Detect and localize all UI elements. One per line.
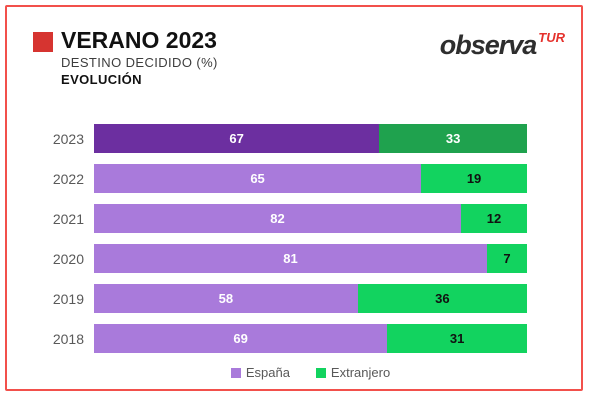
legend-swatch-icon bbox=[315, 367, 326, 378]
stacked-bar: 67 33 bbox=[94, 124, 527, 153]
year-label: 2021 bbox=[52, 210, 84, 227]
year-label: 2020 bbox=[52, 250, 84, 267]
stacked-bar: 58 36 bbox=[94, 284, 527, 313]
chart-row-2021: 2021 82 12 bbox=[7, 204, 581, 233]
logo-suffix: TUR bbox=[538, 30, 565, 45]
chart-legend: España Extranjero bbox=[94, 365, 527, 380]
legend-item-extranjero: Extranjero bbox=[315, 365, 391, 380]
section-label: EVOLUCIÓN bbox=[61, 72, 142, 87]
bar-segment-espana: 69 bbox=[94, 324, 388, 353]
bar-segment-espana: 58 bbox=[94, 284, 358, 313]
bar-segment-espana: 65 bbox=[94, 164, 422, 193]
stacked-bar: 82 12 bbox=[94, 204, 527, 233]
title-block: VERANO 2023 DESTINO DECIDIDO (%) EVOLUCI… bbox=[33, 28, 218, 87]
bar-segment-extranjero: 12 bbox=[460, 204, 527, 233]
legend-swatch-icon bbox=[230, 367, 241, 378]
bar-segment-espana: 82 bbox=[94, 204, 461, 233]
chart-row-2019: 2019 58 36 bbox=[7, 284, 581, 313]
title-bullet-square bbox=[33, 32, 53, 52]
stacked-bar: 69 31 bbox=[94, 324, 527, 353]
legend-label: España bbox=[245, 365, 290, 380]
bar-segment-extranjero: 7 bbox=[487, 244, 527, 273]
year-label: 2023 bbox=[52, 130, 84, 147]
card: VERANO 2023 DESTINO DECIDIDO (%) EVOLUCI… bbox=[5, 5, 583, 391]
stacked-bar: 81 7 bbox=[94, 244, 527, 273]
bar-chart: 2023 67 33 2022 65 19 2021 82 12 2020 81 7 2019 58 36 2… bbox=[7, 124, 581, 364]
chart-row-2020: 2020 81 7 bbox=[7, 244, 581, 273]
bar-segment-extranjero: 33 bbox=[379, 124, 527, 153]
bar-segment-extranjero: 19 bbox=[421, 164, 527, 193]
page-title: VERANO 2023 bbox=[61, 27, 217, 53]
bar-segment-extranjero: 31 bbox=[387, 324, 527, 353]
observatur-logo: observa TUR bbox=[439, 30, 565, 61]
bar-segment-espana: 81 bbox=[94, 244, 488, 273]
year-label: 2022 bbox=[52, 170, 84, 187]
chart-row-2022: 2022 65 19 bbox=[7, 164, 581, 193]
year-label: 2018 bbox=[52, 330, 84, 347]
year-label: 2019 bbox=[52, 290, 84, 307]
chart-row-2023: 2023 67 33 bbox=[7, 124, 581, 153]
legend-label: Extranjero bbox=[330, 365, 391, 380]
stacked-bar: 65 19 bbox=[94, 164, 527, 193]
chart-subtitle: DESTINO DECIDIDO (%) bbox=[61, 55, 218, 70]
logo-text: observa bbox=[439, 30, 538, 60]
bar-segment-extranjero: 36 bbox=[357, 284, 527, 313]
legend-item-espana: España bbox=[230, 365, 290, 380]
chart-row-2018: 2018 69 31 bbox=[7, 324, 581, 353]
bar-segment-espana: 67 bbox=[94, 124, 380, 153]
header: VERANO 2023 DESTINO DECIDIDO (%) EVOLUCI… bbox=[7, 7, 581, 87]
